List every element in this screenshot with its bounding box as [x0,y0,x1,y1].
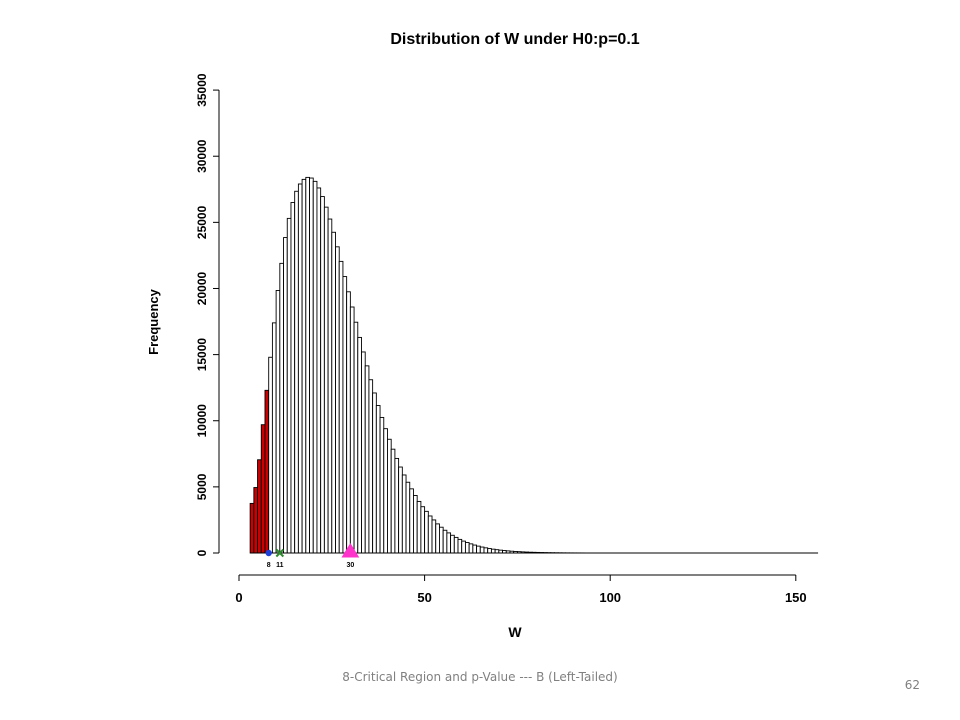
histogram-bar [349,306,355,554]
histogram-bar [394,457,400,554]
histogram-bar [323,206,329,554]
x-tick-label: 0 [235,590,242,605]
histogram-bar [361,351,366,554]
observed-value-marker [275,548,285,558]
histogram-bar [316,187,322,554]
histogram-bar [335,246,340,554]
critical-value-marker [265,549,272,557]
x-tick-label: 100 [599,590,621,605]
histogram-bar [379,416,385,554]
histogram-bar [479,546,485,554]
histogram-bar [416,500,422,554]
y-tick-label: 30000 [195,139,209,173]
critical-region-bar [257,459,262,554]
histogram-bar [275,290,281,554]
y-tick-label: 20000 [195,271,209,305]
histogram-bar [338,260,344,554]
histogram-bar [268,356,273,554]
histogram-bar [446,532,452,554]
histogram-bar [342,276,348,554]
histogram-bar [357,336,362,554]
histogram-bar [383,428,388,554]
histogram-bar [294,190,299,554]
histogram-bar [271,322,277,554]
histogram-bar [290,202,296,554]
histogram-bar [327,218,333,554]
chart-axes: 0 50 100 150 0 5000 10000 15000 20000 25000 30000 3… [195,73,807,605]
histogram-bar [283,237,288,554]
histogram-bar [409,488,414,554]
histogram-bar [387,438,392,554]
histogram-bar [424,510,429,554]
histogram-bar [405,481,411,554]
histogram-bar [375,405,381,554]
critical-region-bar [249,502,255,554]
histogram-bar [364,365,370,554]
y-tick-label: 25000 [195,205,209,239]
histogram-bar [439,526,444,554]
histogram-bar [390,448,396,554]
x-axis-label: W [508,624,522,640]
histogram-bar [453,536,459,554]
marker-label: 11 [276,562,284,569]
y-tick-label: 35000 [195,73,209,107]
histogram-bar [468,543,474,554]
histogram-bar [450,534,455,554]
histogram-bar [435,523,440,554]
histogram-bar [279,262,284,554]
histogram-bar [487,548,492,554]
marker-label: 30 [346,562,354,569]
histogram-bar [431,519,437,554]
histogram-bar [457,538,463,554]
histogram-bar [368,379,374,554]
histogram-bar [483,547,489,554]
histogram-bar [427,515,433,554]
observed-markers: 8 11 30 [265,543,360,569]
histogram-bar [353,321,359,554]
histogram-bar [464,542,470,554]
histogram-bar [297,183,303,554]
histogram-bar [331,231,336,554]
histogram-bar [461,540,466,554]
histogram-bar [472,544,478,554]
histogram-bar [398,466,403,554]
histogram-bar [305,176,310,554]
histogram-bar [286,217,292,554]
x-tick-label: 50 [417,590,431,605]
histogram-bar [312,180,318,554]
critical-region-bar [264,389,270,554]
y-axis-label: Frequency [146,288,161,355]
expected-value-marker [341,543,360,558]
slide-page-number: 62 [904,678,920,692]
histogram-bar [320,196,325,554]
slide-footer: 8-Critical Region and p-Value --- B (Lef… [342,670,618,684]
histogram-bar [346,291,351,554]
histogram-bar [301,178,307,554]
histogram-bar [372,392,377,554]
y-tick-label: 0 [195,549,209,556]
critical-region-bar [260,424,266,554]
histogram-bar [420,506,426,554]
y-tick-label: 10000 [195,404,209,438]
histogram-bar [490,548,496,554]
histogram-bar [413,495,418,554]
histogram-bars [249,176,819,554]
marker-label: 8 [267,562,271,569]
y-tick-label: 15000 [195,338,209,372]
histogram-bar [401,474,407,554]
critical-region-bar [253,487,259,554]
chart-title: Distribution of W under H0:p=0.1 [390,31,639,48]
y-tick-label: 5000 [195,473,209,500]
histogram-bar [442,529,448,554]
histogram-bar [476,545,481,554]
histogram-bar [309,177,314,554]
x-tick-label: 150 [785,590,807,605]
